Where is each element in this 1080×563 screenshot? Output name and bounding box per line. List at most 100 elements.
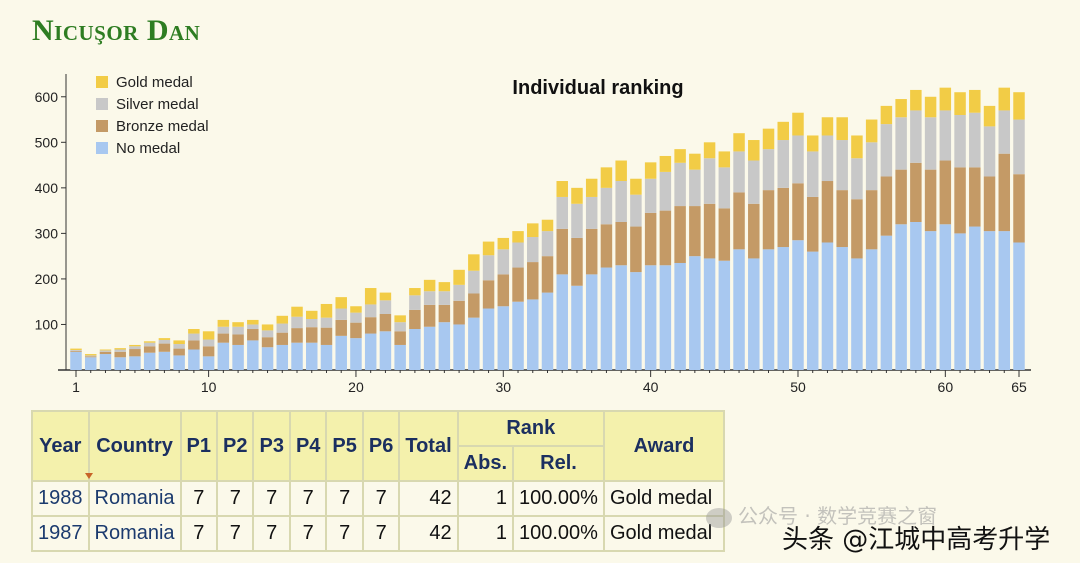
- bar-segment: [541, 292, 554, 370]
- table-row: 1987 Romania 7 7 7 7 7 7 42 1 100.00% Go…: [31, 515, 725, 552]
- bar-segment: [320, 317, 333, 328]
- bar-segment: [350, 338, 362, 370]
- bar-segment: [497, 274, 510, 307]
- legend-label: Bronze medal: [116, 118, 209, 135]
- x-tick-label: 65: [1011, 379, 1027, 395]
- bar-segment: [394, 331, 406, 345]
- header-p2[interactable]: P2: [216, 410, 255, 482]
- bar-segment: [600, 267, 613, 370]
- chart-legend: Gold medal Silver medal Bronze medal No med…: [96, 74, 209, 157]
- y-tick-label: 400: [35, 180, 59, 196]
- bar-segment: [291, 342, 303, 370]
- legend-swatch: [96, 76, 108, 88]
- bar-segment: [512, 267, 524, 302]
- bar-segment: [335, 319, 347, 336]
- bar-segment: [482, 241, 495, 256]
- bar-segment: [983, 126, 996, 177]
- bar-segment: [718, 167, 731, 209]
- bar-segment: [143, 341, 156, 343]
- bar-segment: [792, 183, 804, 241]
- header-rank-rel[interactable]: Rel.: [512, 445, 605, 482]
- bar-segment: [836, 117, 848, 141]
- bar-segment: [615, 181, 627, 222]
- bar-segment: [202, 339, 215, 347]
- bar-segment: [630, 272, 642, 370]
- bar-segment: [954, 92, 966, 115]
- bar-segment: [261, 324, 274, 331]
- bar-segment: [644, 212, 657, 266]
- header-year[interactable]: Year: [31, 410, 93, 482]
- cell-p2: 7: [216, 480, 255, 517]
- year-link[interactable]: 1987: [31, 515, 90, 552]
- bar-segment: [468, 270, 480, 294]
- bar-segment: [364, 317, 377, 334]
- bar-segment: [865, 190, 878, 250]
- bar-segment: [630, 178, 642, 195]
- header-total[interactable]: Total: [398, 410, 459, 482]
- bar-segment: [202, 356, 215, 370]
- bar-segment: [379, 331, 392, 370]
- bar-segment: [99, 351, 112, 355]
- bar-segment: [762, 149, 775, 191]
- legend-label: Silver medal: [116, 96, 199, 113]
- header-p6[interactable]: P6: [361, 410, 401, 482]
- bar-segment: [836, 140, 848, 191]
- header-country[interactable]: Country: [87, 410, 182, 482]
- bar-segment: [748, 203, 760, 259]
- bar-segment: [114, 349, 126, 352]
- bar-segment: [320, 327, 333, 345]
- cell-rank-abs: 1: [456, 480, 515, 517]
- bar-segment: [703, 158, 716, 204]
- bar-segment: [129, 346, 141, 350]
- y-tick-label: 200: [35, 271, 59, 287]
- x-tick-label: 30: [496, 379, 512, 395]
- header-p1[interactable]: P1: [179, 410, 219, 482]
- bar-segment: [453, 324, 465, 370]
- bar-segment: [865, 249, 878, 370]
- bar-segment: [659, 210, 672, 266]
- header-rank-abs[interactable]: Abs.: [456, 445, 515, 482]
- bar-segment: [895, 169, 907, 225]
- header-p4[interactable]: P4: [288, 410, 328, 482]
- bar-segment: [792, 112, 804, 136]
- bar-segment: [600, 224, 613, 268]
- bar-segment: [438, 304, 451, 323]
- bar-segment: [733, 249, 745, 370]
- bar-segment: [394, 322, 406, 332]
- bar-segment: [350, 322, 362, 339]
- bar-segment: [188, 340, 200, 350]
- bar-segment: [276, 332, 289, 345]
- x-tick-label: 10: [201, 379, 217, 395]
- header-award[interactable]: Award: [602, 410, 725, 482]
- bar-segment: [659, 171, 672, 211]
- bar-segment: [320, 303, 333, 318]
- bar-segment: [114, 348, 126, 350]
- y-tick-label: 100: [35, 316, 59, 332]
- bar-segment: [188, 349, 200, 370]
- bar-segment: [306, 327, 318, 343]
- bar-segment: [512, 242, 524, 268]
- cell-p6: 7: [361, 480, 401, 517]
- cell-p4: 7: [288, 515, 328, 552]
- bar-segment: [320, 344, 333, 370]
- bar-segment: [173, 340, 185, 345]
- header-p5[interactable]: P5: [325, 410, 364, 482]
- bar-segment: [335, 308, 347, 320]
- bar-segment: [129, 356, 141, 370]
- bar-segment: [556, 181, 568, 197]
- year-link[interactable]: 1988: [31, 480, 90, 517]
- country-link[interactable]: Romania: [87, 480, 182, 517]
- bar-segment: [718, 208, 731, 261]
- cell-p5: 7: [325, 515, 364, 552]
- bar-segment: [261, 330, 274, 338]
- header-p3[interactable]: P3: [252, 410, 291, 482]
- country-link[interactable]: Romania: [87, 515, 182, 552]
- bar-segment: [689, 206, 701, 257]
- sort-arrow-icon[interactable]: [85, 473, 93, 479]
- bar-segment: [173, 348, 185, 356]
- watermark-faint: 公众号 · 数学竞赛之窗: [706, 500, 937, 529]
- bar-segment: [453, 269, 465, 285]
- bar-segment: [762, 190, 775, 250]
- bar-segment: [792, 135, 804, 184]
- bar-segment: [806, 196, 819, 252]
